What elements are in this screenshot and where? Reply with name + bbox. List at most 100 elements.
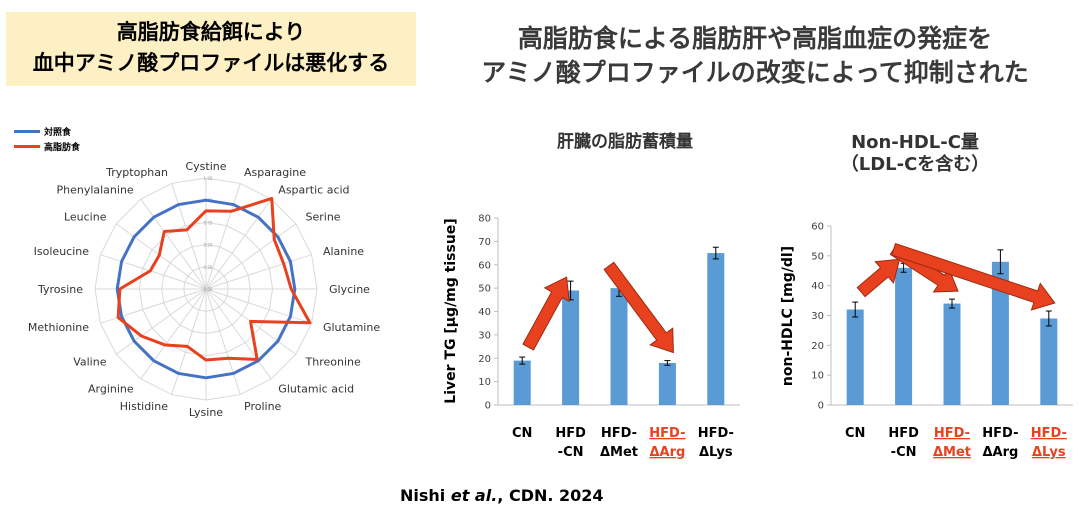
y-tick-label: 80 <box>478 214 491 225</box>
y-tick-label: 20 <box>478 354 491 365</box>
headline-right-line-2: アミノ酸プロファイルの改変によって抑制された <box>481 58 1029 87</box>
radar-category-label: Valine <box>73 355 106 368</box>
radar-spoke <box>100 254 207 290</box>
headline-right: 高脂肪食による脂肪肝や高脂血症の発症を アミノ酸プロファイルの改変によって抑制さ… <box>430 22 1080 90</box>
citation: Nishi et al., CDN. 2024 <box>400 486 604 505</box>
category-label-line-1: CN <box>845 426 865 441</box>
radar-tick-label: 1.25 <box>204 176 213 181</box>
radar-spoke <box>205 254 312 290</box>
radar-category-label: Aspartic acid <box>278 183 349 196</box>
category-label-line-1: HFD- <box>601 426 637 441</box>
radar-category-label: Alanine <box>323 245 364 258</box>
y-axis-label: Liver TG [μg/mg tissue] <box>443 218 459 403</box>
bar <box>513 360 531 405</box>
y-tick-label: 70 <box>478 237 491 248</box>
radar-category-label: Cystine <box>185 160 226 173</box>
radar-category-label: Phenylalanine <box>56 183 133 196</box>
radar-category-label: Glutamic acid <box>278 383 354 396</box>
y-tick-label: 30 <box>478 330 491 341</box>
liver-chart-title: 肝臓の脂肪蓄積量 <box>557 132 693 152</box>
radar-spoke <box>205 223 297 290</box>
y-tick-label: 40 <box>811 281 824 292</box>
legend-entry-control: 対照食 <box>14 124 80 139</box>
radar-category-label: Arginine <box>88 383 134 396</box>
trend-arrow <box>891 242 1056 311</box>
radar-category-label: Threonine <box>305 355 361 368</box>
radar-tick-label: 0.75 <box>204 220 213 225</box>
y-tick-label: 0 <box>818 401 824 412</box>
citation-rest: , CDN. 2024 <box>497 486 604 505</box>
legend-entry-hfd: 高脂肪食 <box>14 139 80 154</box>
legend-swatch-control <box>14 130 40 133</box>
y-tick-label: 0 <box>485 401 491 412</box>
radar-spoke <box>171 183 207 290</box>
bar <box>846 309 864 405</box>
headline-left-line-1: 高脂肪食給餌により <box>116 20 306 44</box>
category-label-line-1: HFD- <box>698 426 734 441</box>
category-label-line-1: HFD <box>555 426 586 441</box>
radar-tick-label: 0.50 <box>204 243 213 248</box>
radar-spoke <box>115 288 207 355</box>
headline-left: 高脂肪食給餌により 血中アミノ酸プロファイルは悪化する <box>6 12 416 86</box>
hdl-chart-title-line-2: （LDL-Cを含む） <box>840 154 990 175</box>
category-label-line-2: ΔArg <box>982 445 1018 460</box>
radar-category-label: Methionine <box>28 321 89 334</box>
radar-category-label: Proline <box>244 400 282 413</box>
bar <box>943 303 961 405</box>
headline-right-line-1: 高脂肪食による脂肪肝や高脂血症の発症を <box>517 24 993 53</box>
bar <box>1040 318 1058 405</box>
category-label-line-2: -CN <box>891 445 917 460</box>
headline-left-line-2: 血中アミノ酸プロファイルは悪化する <box>32 51 390 75</box>
y-tick-label: 60 <box>811 222 824 233</box>
radar-category-label: Lysine <box>189 406 223 419</box>
radar-series-control <box>115 198 297 380</box>
radar-category-label: Leucine <box>64 211 107 224</box>
radar-spoke <box>140 288 207 380</box>
bar <box>562 290 580 405</box>
legend-label-control: 対照食 <box>44 128 72 138</box>
radar-category-label: Tyrosine <box>37 283 83 296</box>
y-tick-label: 40 <box>478 307 491 318</box>
category-label-line-2: ΔArg <box>649 445 685 460</box>
y-tick-label: 10 <box>478 377 491 388</box>
y-tick-label: 50 <box>478 284 491 295</box>
y-tick-label: 50 <box>811 251 824 262</box>
y-axis-label: non-HDLC [mg/dl] <box>780 246 796 386</box>
legend-swatch-hfd <box>14 145 40 148</box>
legend-label-hfd: 高脂肪食 <box>44 143 81 153</box>
radar-tick-label: 0.25 <box>204 265 213 270</box>
radar-legend: 対照食 高脂肪食 <box>14 124 80 154</box>
bar <box>658 362 676 405</box>
category-label-line-2: ΔLys <box>1032 445 1066 460</box>
citation-etal: et al. <box>450 486 498 505</box>
category-label-line-2: ΔLys <box>699 445 733 460</box>
radar-category-label: Histidine <box>120 400 168 413</box>
radar-category-label: Tryptophan <box>105 166 168 179</box>
bar <box>895 267 913 405</box>
radar-spoke <box>205 288 272 380</box>
trend-arrow <box>603 261 674 354</box>
y-tick-label: 10 <box>811 371 824 382</box>
hdl-chart-title: Non-HDL-C量 （LDL-Cを含む） <box>800 132 1030 176</box>
radar-spoke <box>205 198 272 290</box>
radar-category-label: Asparagine <box>244 166 306 179</box>
bar <box>991 261 1009 405</box>
category-label-line-1: CN <box>512 426 532 441</box>
radar-spoke <box>140 198 207 290</box>
bar <box>610 288 628 405</box>
category-label-line-1: HFD- <box>649 426 685 441</box>
radar-category-label: Isoleucine <box>34 245 90 258</box>
category-label-line-1: HFD <box>888 426 919 441</box>
radar-spoke <box>205 288 312 324</box>
radar-tick-label: 0.00 <box>204 287 213 292</box>
radar-series-hfd <box>116 196 312 362</box>
bar <box>707 253 725 405</box>
radar-spoke <box>205 288 241 395</box>
category-label-line-1: HFD- <box>934 426 970 441</box>
y-tick-label: 20 <box>811 341 824 352</box>
trend-arrow <box>856 258 901 298</box>
radar-category-label: Glutamine <box>323 321 380 334</box>
